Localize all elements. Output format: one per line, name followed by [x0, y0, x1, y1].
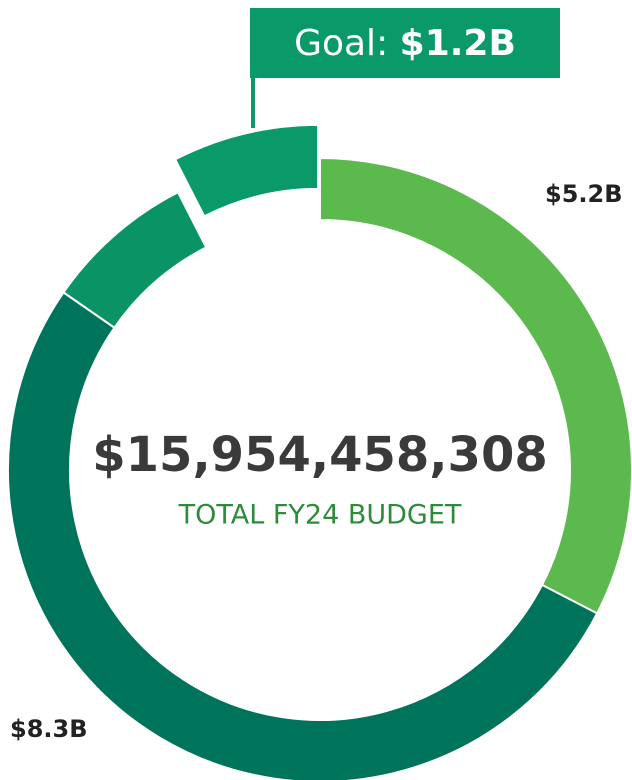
donut-segment: [319, 156, 632, 615]
value-label: $5.2B: [545, 180, 623, 208]
center-value: $15,954,458,308: [92, 427, 547, 483]
donut-segment: [173, 123, 320, 218]
value-label: $8.3B: [10, 715, 88, 743]
donut-segment: [62, 190, 208, 330]
goal-value: $1.2B: [400, 23, 516, 64]
center-label: TOTAL FY24 BUDGET: [178, 500, 462, 531]
goal-text: Goal: $1.2B: [294, 23, 516, 64]
goal-label: Goal:: [294, 23, 388, 64]
goal-box: [250, 8, 560, 78]
donut-segment: [7, 290, 599, 780]
